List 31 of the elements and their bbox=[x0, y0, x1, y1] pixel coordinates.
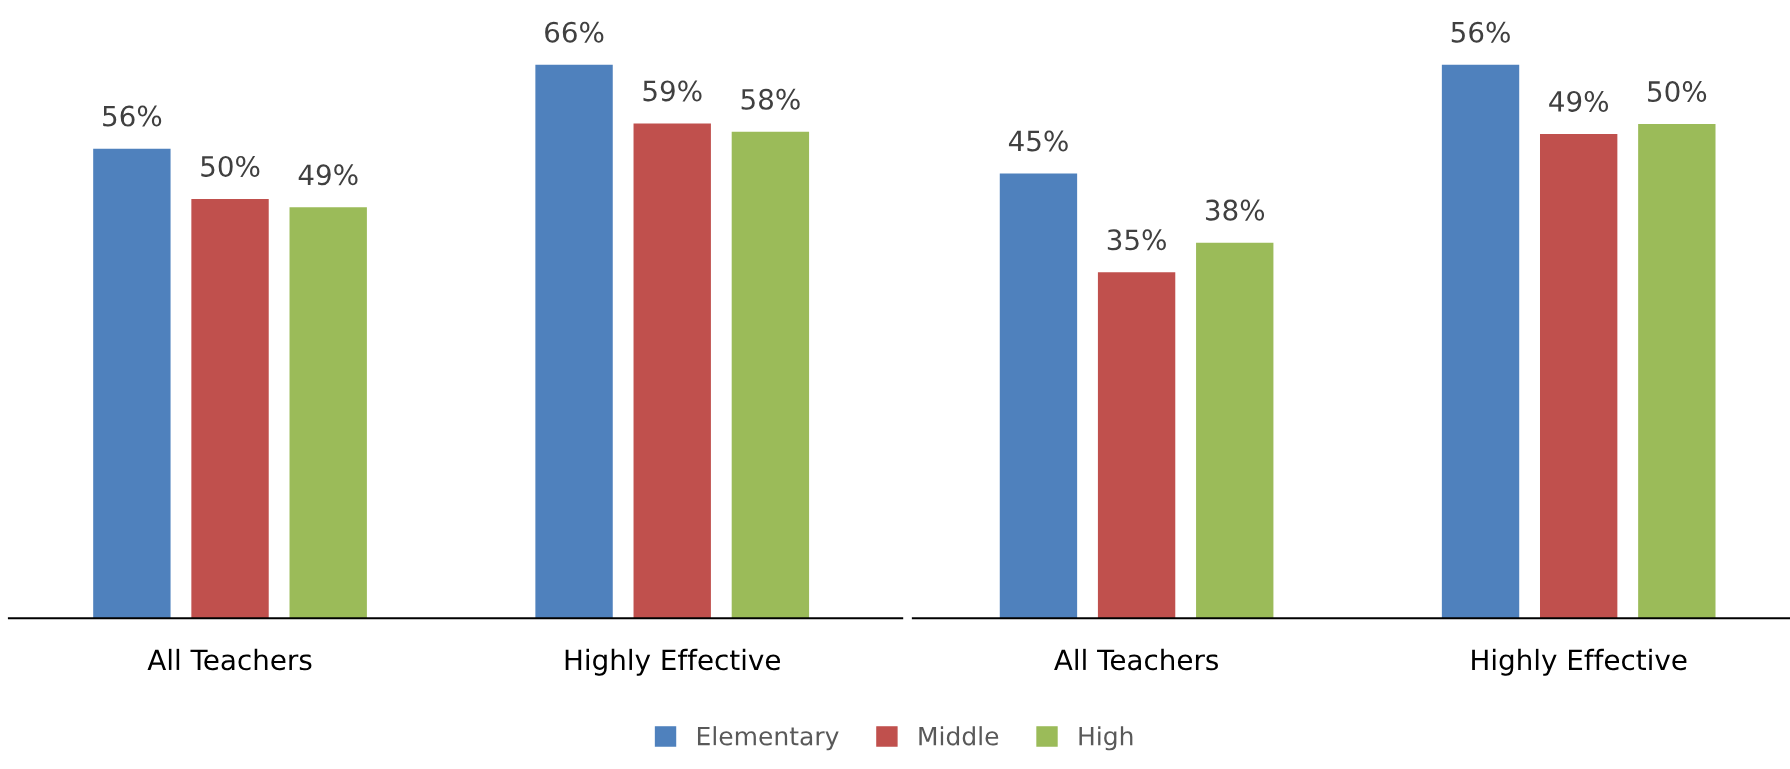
bar bbox=[1441, 64, 1520, 619]
bar bbox=[535, 64, 613, 619]
bar bbox=[1097, 272, 1176, 619]
bar bbox=[633, 123, 711, 619]
data-label: 66% bbox=[545, 21, 604, 43]
bar bbox=[1540, 133, 1618, 619]
data-label: 45% bbox=[1008, 130, 1068, 152]
legend-label: High bbox=[1079, 726, 1133, 751]
legend-label: Elementary bbox=[697, 726, 839, 751]
data-label: 58% bbox=[741, 88, 800, 110]
bar bbox=[191, 198, 269, 619]
bar bbox=[289, 207, 367, 619]
x-tick-label: Highly Effective bbox=[1472, 648, 1687, 676]
bar bbox=[93, 148, 171, 619]
x-tick-label: All Teachers bbox=[147, 648, 312, 671]
legend-label: Middle bbox=[919, 726, 999, 746]
data-label: 49% bbox=[1549, 90, 1609, 112]
bar bbox=[731, 131, 810, 619]
data-label: 38% bbox=[1205, 199, 1265, 221]
data-label: 35% bbox=[1107, 229, 1166, 251]
bar bbox=[1638, 124, 1716, 619]
data-label: 56% bbox=[103, 105, 162, 127]
data-label: 49% bbox=[298, 164, 358, 186]
data-label: 56% bbox=[1451, 21, 1510, 43]
data-label: 59% bbox=[643, 80, 702, 102]
data-label: 50% bbox=[201, 155, 260, 177]
x-tick-label: Highly Effective bbox=[565, 648, 780, 676]
bar bbox=[1196, 242, 1274, 619]
x-tick-label: All Teachers bbox=[1054, 648, 1218, 671]
data-label: 50% bbox=[1648, 81, 1707, 103]
bar bbox=[999, 173, 1078, 619]
